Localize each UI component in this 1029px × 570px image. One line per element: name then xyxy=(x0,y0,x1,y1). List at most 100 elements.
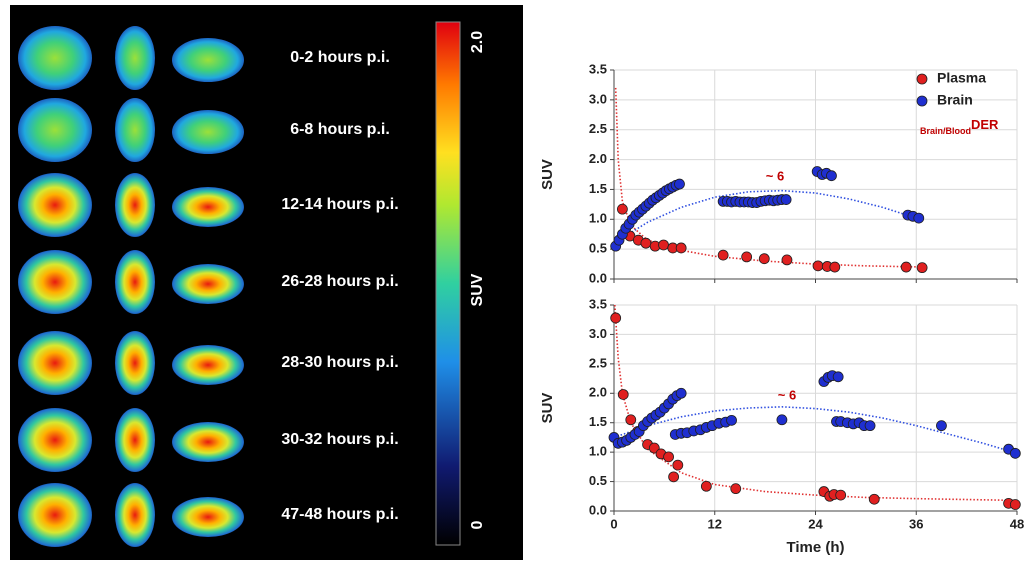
y-tick-label: 1.0 xyxy=(589,211,607,226)
data-point xyxy=(700,480,712,492)
x-tick-label: 48 xyxy=(1010,516,1024,531)
scan-label: 28-30 hours p.i. xyxy=(281,354,398,371)
scan-coronal xyxy=(115,173,155,237)
y-tick-label: 3.0 xyxy=(589,91,607,106)
scan-sagittal xyxy=(172,422,244,462)
scan-axial xyxy=(18,26,92,90)
fit-curve xyxy=(613,406,1018,455)
scan-sagittal xyxy=(172,187,244,227)
annotation: ~ 6 xyxy=(766,168,784,183)
legend-marker xyxy=(916,73,928,85)
scan-axial xyxy=(18,331,92,395)
y-axis-label: SUV xyxy=(539,159,556,190)
scan-axial xyxy=(18,173,92,237)
y-tick-label: 2.5 xyxy=(589,121,607,136)
scan-coronal xyxy=(115,250,155,314)
data-point xyxy=(674,178,685,190)
y-tick-label: 3.5 xyxy=(589,61,607,76)
data-point xyxy=(936,420,947,432)
data-point xyxy=(781,254,793,266)
scan-sagittal xyxy=(172,110,244,154)
data-point xyxy=(812,260,824,272)
data-point xyxy=(1009,447,1021,459)
y-tick-label: 0.5 xyxy=(589,241,607,256)
data-point xyxy=(625,414,637,426)
data-point xyxy=(717,249,729,261)
ratio-label-subscript: Brain/Blood xyxy=(920,126,971,136)
colorbar-label: SUV xyxy=(469,273,486,306)
x-tick-label: 24 xyxy=(808,516,823,531)
data-point xyxy=(672,459,684,471)
scan-axial xyxy=(18,98,92,162)
scan-coronal xyxy=(115,483,155,547)
data-point xyxy=(1009,499,1021,510)
legend-label: Plasma xyxy=(937,70,986,86)
scan-label: 0-2 hours p.i. xyxy=(290,49,390,66)
y-axis-label: SUV xyxy=(539,393,556,424)
data-point xyxy=(610,312,622,324)
data-point xyxy=(758,253,770,265)
y-tick-label: 0.5 xyxy=(589,473,607,488)
data-point xyxy=(741,251,753,263)
scan-label: 47-48 hours p.i. xyxy=(281,506,398,523)
data-point xyxy=(829,261,841,273)
colorbar-tick-label: 0 xyxy=(469,520,486,529)
scan-sagittal xyxy=(172,38,244,82)
scan-axial xyxy=(18,408,92,472)
scan-sagittal xyxy=(172,345,244,385)
data-point xyxy=(864,420,876,432)
x-tick-label: 0 xyxy=(610,516,617,531)
y-tick-label: 3.5 xyxy=(589,296,607,311)
scan-axial xyxy=(18,483,92,547)
data-point xyxy=(832,371,844,383)
data-point xyxy=(675,242,687,254)
y-tick-label: 1.5 xyxy=(589,414,607,429)
data-point xyxy=(675,387,687,399)
data-point xyxy=(640,237,652,249)
data-point xyxy=(916,262,928,274)
data-point xyxy=(726,414,737,426)
colorbar-tick-label: 2.0 xyxy=(469,31,486,53)
annotation: ~ 6 xyxy=(778,387,796,402)
data-point xyxy=(730,483,742,495)
data-point xyxy=(868,493,880,505)
data-point xyxy=(663,451,674,463)
scan-sagittal xyxy=(172,264,244,304)
legend-label: Brain xyxy=(937,92,973,108)
y-tick-label: 1.0 xyxy=(589,444,607,459)
data-point xyxy=(780,194,792,205)
scan-label: 30-32 hours p.i. xyxy=(281,431,398,448)
scan-coronal xyxy=(115,408,155,472)
scan-sagittal xyxy=(172,497,244,537)
data-point xyxy=(617,389,629,400)
x-axis-label: Time (h) xyxy=(786,539,844,556)
y-tick-label: 2.5 xyxy=(589,355,607,370)
y-tick-label: 0.0 xyxy=(589,502,607,517)
data-point xyxy=(668,471,680,483)
data-point xyxy=(616,203,628,215)
ratio-label-text: DER xyxy=(971,117,999,132)
scan-coronal xyxy=(115,331,155,395)
y-tick-label: 2.0 xyxy=(589,385,607,400)
scan-label: 12-14 hours p.i. xyxy=(281,196,398,213)
scan-axial xyxy=(18,250,92,314)
data-point xyxy=(913,212,925,224)
y-tick-label: 3.0 xyxy=(589,326,607,341)
scan-label: 26-28 hours p.i. xyxy=(281,273,398,290)
x-tick-label: 12 xyxy=(708,516,722,531)
colorbar xyxy=(435,21,461,546)
legend-marker xyxy=(916,95,928,107)
data-point xyxy=(776,414,788,426)
y-tick-label: 1.5 xyxy=(589,181,607,196)
data-point xyxy=(648,442,660,454)
y-tick-label: 2.0 xyxy=(589,151,607,166)
data-point xyxy=(826,170,837,182)
scan-label: 6-8 hours p.i. xyxy=(290,121,390,138)
data-point xyxy=(835,489,847,501)
fit-curve xyxy=(613,189,917,244)
data-point xyxy=(900,261,912,273)
scan-coronal xyxy=(115,98,155,162)
data-point xyxy=(658,239,669,251)
